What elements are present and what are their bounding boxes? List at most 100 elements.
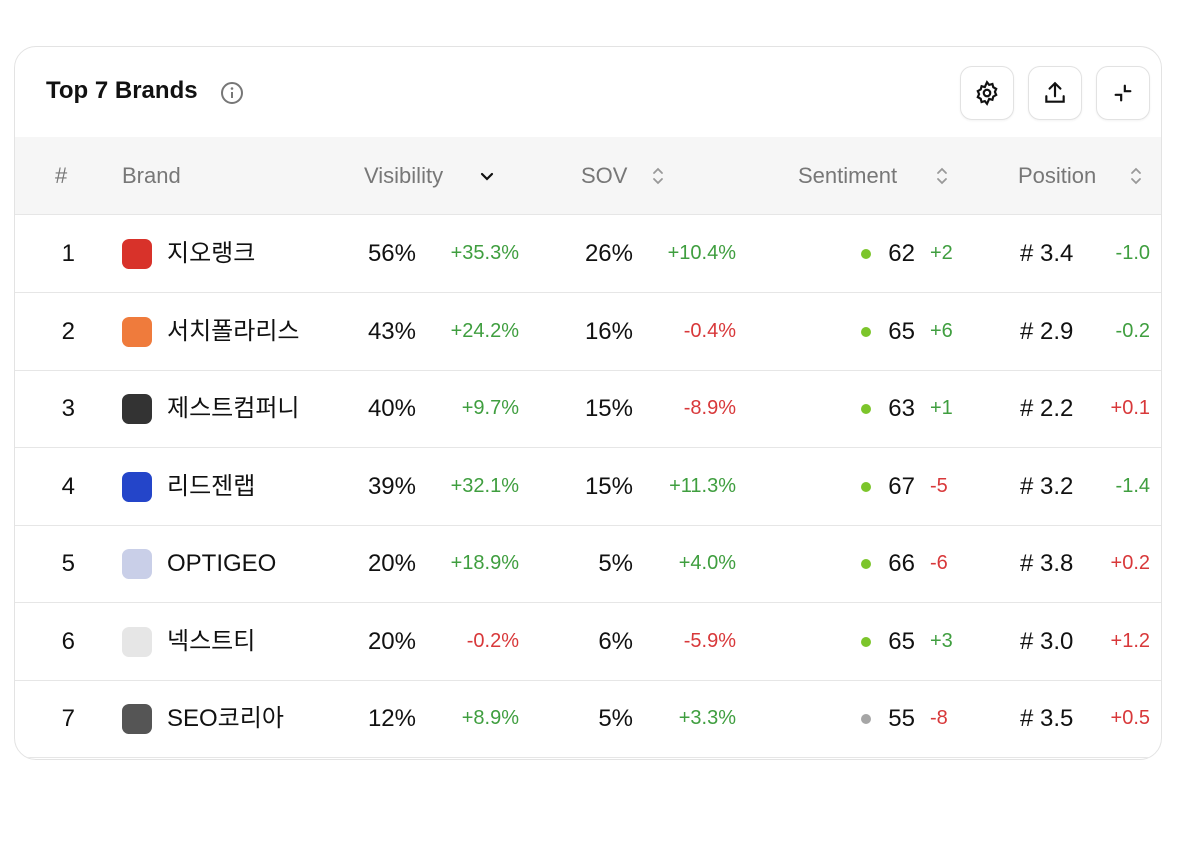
brand-name: 넥스트티 — [167, 627, 256, 655]
brand-name: 제스트컴퍼니 — [167, 395, 300, 422]
sort-icon[interactable] — [648, 164, 668, 188]
brand-name: 리드젠랩 — [167, 472, 256, 500]
position-change: -1.0 — [1115, 242, 1150, 264]
sentiment: 55 — [888, 705, 915, 732]
visibility: 43% — [367, 317, 416, 345]
export-button[interactable] — [1028, 66, 1082, 120]
sov-change: +3.3% — [678, 707, 736, 729]
column-header[interactable]: Sentiment — [798, 163, 898, 188]
visibility-change: +35.3% — [450, 242, 519, 264]
sentiment: 63 — [888, 395, 915, 422]
visibility-change: -0.2% — [466, 629, 519, 652]
visibility-change: +8.9% — [461, 707, 519, 729]
visibility: 40% — [367, 395, 416, 422]
position-change: +0.2 — [1110, 552, 1150, 574]
table-row[interactable]: 1 지오랭크 56% +35.3% 26% +10.4% 62 +2 # 3.4 -1.0 — [15, 215, 1161, 293]
sentiment-change: -8 — [930, 707, 948, 729]
position: # 3.8 — [1020, 550, 1074, 577]
sentiment-dot — [861, 559, 871, 569]
position-change: +0.5 — [1110, 707, 1150, 729]
brand-name: 서치폴라리스 — [167, 317, 300, 345]
visibility: 56% — [367, 240, 416, 267]
sov-change: -5.9% — [683, 629, 736, 652]
table-row[interactable]: 4 리드젠랩 39% +32.1% 15% +11.3% 67 -5 # 3.2 -1.4 — [15, 448, 1161, 526]
sov: 5% — [598, 550, 633, 577]
visibility: 20% — [367, 627, 416, 655]
position-change: +0.1 — [1110, 397, 1150, 419]
visibility-change: +32.1% — [450, 474, 519, 497]
sentiment: 67 — [888, 472, 915, 500]
sentiment-dot — [861, 636, 871, 647]
sov: 5% — [598, 705, 633, 732]
settings-button[interactable] — [960, 66, 1014, 120]
column-header[interactable]: Position — [1018, 163, 1097, 188]
visibility: 12% — [367, 705, 416, 732]
sov-change: +11.3% — [669, 474, 736, 497]
sentiment-dot — [861, 714, 871, 724]
sov-change: +10.4% — [667, 242, 736, 264]
sov: 16% — [584, 317, 633, 345]
brand-logo — [122, 394, 152, 424]
sentiment-change: +2 — [930, 242, 953, 264]
table-row[interactable]: 7 SEO코리아 12% +8.9% 5% +3.3% 55 -8 # 3.5 +0.5 — [15, 680, 1161, 758]
visibility-change: +18.9% — [450, 552, 519, 574]
position: # 3.4 — [1020, 240, 1074, 267]
sentiment-change: -5 — [930, 474, 948, 497]
sov-change: -8.9% — [683, 397, 736, 419]
info-icon[interactable] — [220, 81, 244, 105]
position-change: -0.2 — [1115, 319, 1150, 342]
sentiment: 65 — [888, 627, 915, 655]
position-change: +1.2 — [1110, 629, 1150, 652]
rank: 5 — [61, 550, 75, 577]
rank: 7 — [61, 705, 75, 732]
position: # 2.2 — [1020, 395, 1074, 422]
sov: 15% — [584, 472, 633, 500]
rank: 4 — [61, 472, 75, 500]
brand-name: SEO코리아 — [167, 705, 284, 732]
position: # 3.2 — [1020, 472, 1074, 500]
visibility-change: +9.7% — [461, 397, 519, 419]
sentiment-change: +6 — [930, 319, 953, 342]
sentiment-dot — [861, 249, 871, 259]
collapse-button[interactable] — [1096, 66, 1150, 120]
table-row[interactable]: 3 제스트컴퍼니 40% +9.7% 15% -8.9% 63 +1 # 2.2 +0.1 — [15, 370, 1161, 448]
sov-change: +4.0% — [678, 552, 736, 574]
visibility: 39% — [367, 472, 416, 500]
sov: 6% — [598, 627, 633, 655]
sort-icon[interactable] — [477, 164, 497, 188]
column-header[interactable]: SOV — [581, 163, 628, 188]
table-header: # Brand Visibility SOV Sentiment Position — [15, 137, 1161, 215]
brand-logo — [122, 471, 152, 502]
sort-icon[interactable] — [932, 164, 952, 188]
visibility: 20% — [367, 550, 416, 577]
table-row[interactable]: 6 넥스트티 20% -0.2% 6% -5.9% 65 +3 # 3.0 +1.2 — [15, 603, 1161, 681]
brand-logo — [122, 704, 152, 734]
column-header[interactable]: Visibility — [364, 163, 444, 188]
card-title: Top 7 Brands — [46, 77, 198, 104]
rank: 3 — [61, 395, 75, 422]
sentiment-change: +3 — [930, 629, 953, 652]
rank: 6 — [61, 627, 75, 655]
brand-name: 지오랭크 — [167, 240, 256, 267]
position: # 3.5 — [1020, 705, 1074, 732]
position-change: -1.4 — [1115, 474, 1150, 497]
sentiment: 66 — [888, 550, 915, 577]
column-header: # — [55, 163, 68, 188]
visibility-change: +24.2% — [450, 319, 519, 342]
sort-icon[interactable] — [1126, 164, 1146, 188]
rank: 1 — [61, 240, 75, 267]
brand-logo — [122, 316, 152, 347]
column-header: Brand — [122, 163, 181, 188]
sov: 15% — [584, 395, 633, 422]
position: # 3.0 — [1020, 627, 1074, 655]
sentiment: 62 — [888, 240, 915, 267]
sentiment: 65 — [888, 317, 915, 345]
brand-logo — [122, 549, 152, 579]
table-row[interactable]: 2 서치폴라리스 43% +24.2% 16% -0.4% 65 +6 # 2.9 -0.2 — [15, 293, 1161, 371]
brand-logo — [122, 626, 152, 657]
sentiment-dot — [861, 404, 871, 414]
sentiment-change: +1 — [930, 397, 953, 419]
position: # 2.9 — [1020, 317, 1074, 345]
table-row[interactable]: 5 OPTIGEO 20% +18.9% 5% +4.0% 66 -6 # 3.8 +0.2 — [15, 525, 1161, 603]
